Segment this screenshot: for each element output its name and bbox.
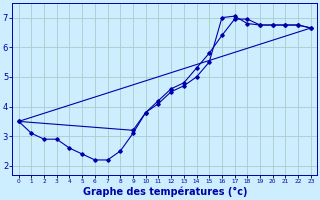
X-axis label: Graphe des températures (°c): Graphe des températures (°c)	[83, 187, 247, 197]
